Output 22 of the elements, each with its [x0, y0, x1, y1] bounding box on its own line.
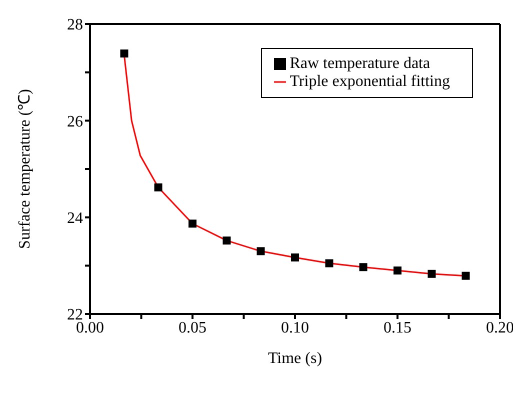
x-tick-label: 0.10: [281, 319, 309, 336]
y-tick-label: 28: [67, 16, 83, 34]
point: [428, 270, 436, 278]
x-tick-label: 0.05: [178, 319, 206, 336]
y-axis-title: Surface temperature (℃): [16, 89, 34, 249]
point: [462, 272, 470, 280]
point: [291, 253, 299, 262]
point: [222, 236, 231, 245]
x-tick-label: 0.15: [384, 319, 412, 336]
point: [325, 259, 334, 268]
y-tick-label: 26: [67, 113, 83, 130]
legend-label: Raw temperature data: [290, 55, 430, 72]
legend-label: Triple exponential fitting: [290, 73, 450, 90]
point: [394, 266, 402, 274]
point: [188, 220, 196, 228]
point: [154, 183, 162, 192]
point: [359, 263, 368, 272]
x-axis-title: Time (s): [268, 350, 322, 367]
x-tick-label: 0.00: [76, 319, 104, 336]
point: [256, 247, 265, 256]
y-tick-label: 24: [67, 210, 83, 228]
point: [120, 49, 128, 58]
